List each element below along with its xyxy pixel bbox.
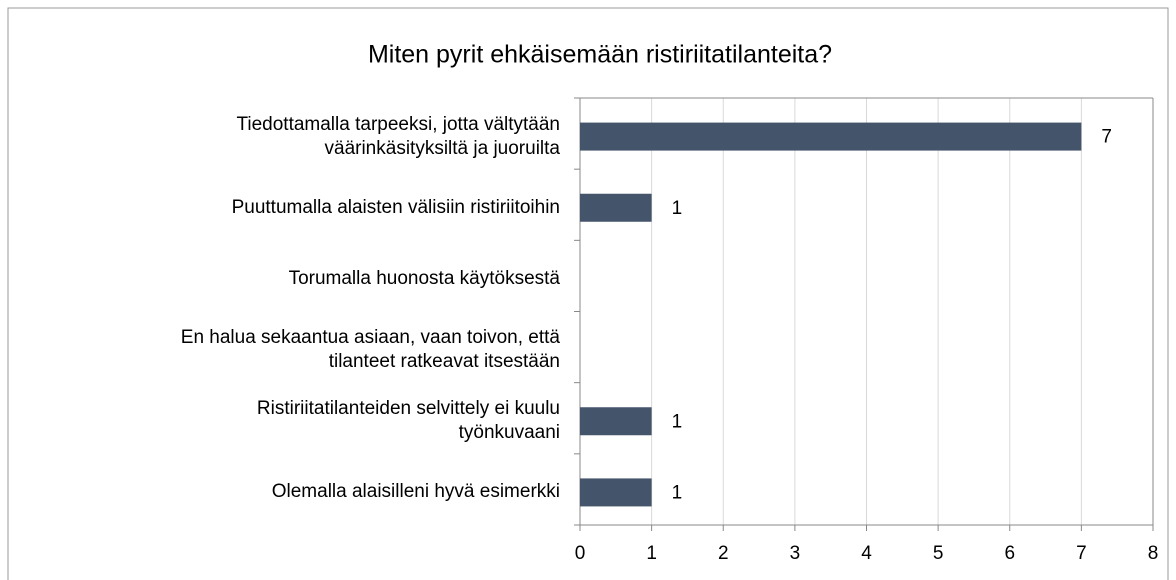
x-tick-label: 3 — [790, 543, 801, 564]
bar — [580, 122, 1082, 151]
y-tick-label: Tiedottamalla tarpeeksi, jotta vältytään… — [236, 113, 560, 159]
chart-border — [7, 7, 1169, 580]
x-tick-label: 4 — [861, 543, 872, 564]
x-tick-label: 2 — [718, 543, 729, 564]
y-tick-label: Ristiriitatilanteiden selvittely ei kuul… — [256, 398, 560, 444]
y-tick-label: Puuttumalla alaisten välisiin ristiriito… — [231, 196, 560, 218]
x-tick-label: 7 — [1076, 543, 1087, 564]
x-tick-label: 1 — [646, 543, 657, 564]
y-tick-label: Torumalla huonosta käytöksestä — [288, 267, 560, 289]
chart-title: Miten pyrit ehkäisemään ristiriitatilant… — [368, 41, 832, 69]
y-tick-label: En halua sekaantua asiaan, vaan toivon, … — [180, 327, 560, 373]
x-tick-label: 5 — [933, 543, 944, 564]
y-tick-label: Olemalla alaisilleni hyvä esimerkki — [271, 481, 560, 503]
x-tick-label: 0 — [575, 543, 586, 564]
x-tick-label: 8 — [1148, 543, 1159, 564]
data-label: 7 — [1101, 127, 1112, 148]
bar — [580, 407, 652, 436]
bar — [580, 478, 652, 507]
data-label: 1 — [672, 198, 683, 219]
x-tick-label: 6 — [1004, 543, 1015, 564]
bar — [580, 193, 652, 222]
data-label: 1 — [672, 482, 683, 503]
data-label: 1 — [672, 411, 683, 432]
